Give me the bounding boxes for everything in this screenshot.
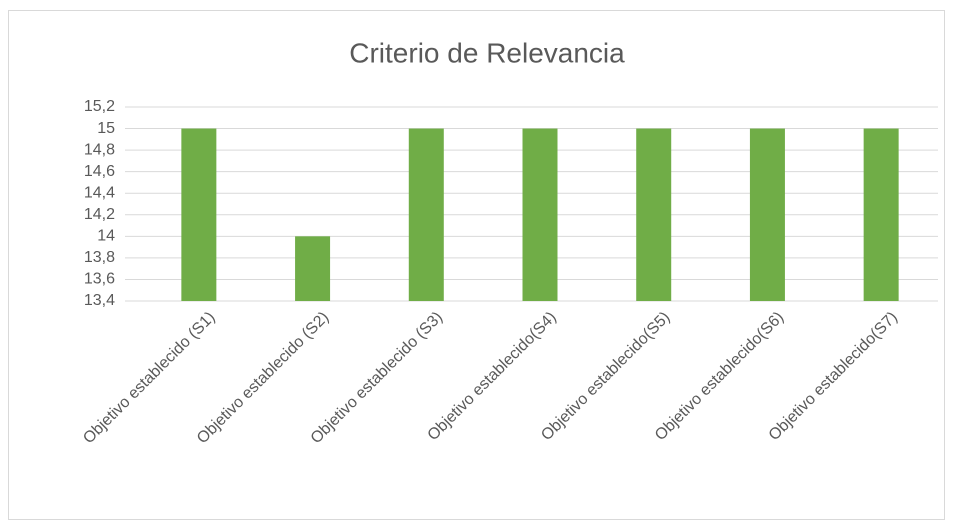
y-tick-label: 14,2 xyxy=(84,206,115,223)
y-tick-label: 13,6 xyxy=(84,271,115,288)
y-tick-label: 14,6 xyxy=(84,163,115,180)
bar xyxy=(863,128,899,301)
y-tick-label: 14,4 xyxy=(84,184,115,201)
y-tick-label: 15 xyxy=(97,120,115,137)
y-tick-label: 14 xyxy=(97,228,115,245)
y-tick-label: 13,4 xyxy=(84,292,115,309)
bar xyxy=(295,236,331,301)
bar xyxy=(636,128,672,301)
bar xyxy=(408,128,444,301)
chart-title: Criterio de Relevancia xyxy=(349,37,625,68)
bar xyxy=(522,128,558,301)
y-tick-label: 13,8 xyxy=(84,249,115,266)
bar xyxy=(749,128,785,301)
y-tick-label: 14,8 xyxy=(84,141,115,158)
bar xyxy=(181,128,217,301)
chart-border xyxy=(8,10,945,520)
y-tick-label: 15,2 xyxy=(84,98,115,115)
